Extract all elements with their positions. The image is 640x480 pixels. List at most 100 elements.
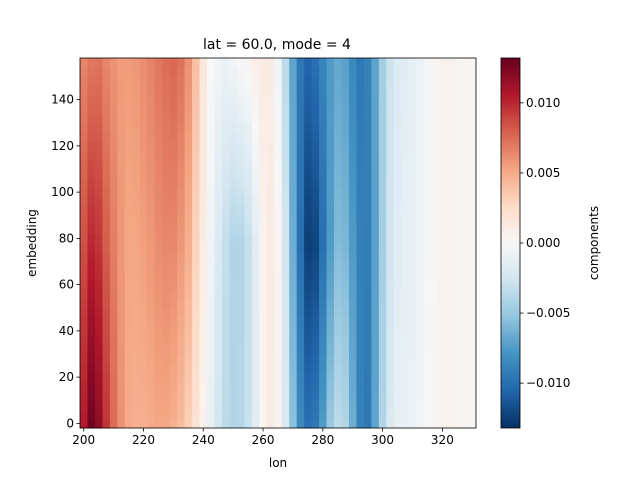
- heatmap-cell: [431, 261, 440, 272]
- heatmap-cell: [251, 400, 260, 410]
- heatmap-cell: [94, 289, 103, 299]
- heatmap-cell: [259, 178, 268, 188]
- heatmap-cell: [139, 317, 148, 327]
- heatmap-cell: [319, 418, 327, 429]
- heatmap-cell: [124, 418, 133, 429]
- heatmap-cell: [259, 344, 268, 355]
- heatmap-cell: [221, 243, 230, 253]
- heatmap-cell: [311, 141, 320, 151]
- heatmap-cell: [468, 215, 477, 225]
- heatmap-cell: [207, 233, 215, 244]
- heatmap-cell: [319, 224, 327, 235]
- heatmap-cell: [244, 233, 253, 244]
- heatmap-cell: [132, 372, 141, 383]
- heatmap-cell: [334, 58, 342, 68]
- heatmap-cell: [236, 95, 245, 105]
- heatmap-cell: [154, 261, 163, 272]
- heatmap-cell: [453, 233, 462, 244]
- heatmap-cell: [251, 122, 260, 133]
- heatmap-cell: [401, 363, 410, 373]
- heatmap-cell: [147, 252, 156, 262]
- heatmap-cell: [274, 400, 283, 410]
- heatmap-cell: [401, 215, 410, 225]
- heatmap-cell: [192, 409, 200, 420]
- heatmap-cell: [363, 233, 372, 244]
- heatmap-cell: [259, 270, 268, 281]
- heatmap-cell: [139, 132, 148, 142]
- heatmap-cell: [296, 178, 305, 188]
- heatmap-cell: [199, 233, 208, 244]
- heatmap-cell: [259, 224, 268, 235]
- heatmap-cell: [408, 85, 417, 96]
- heatmap-cell: [109, 335, 118, 346]
- heatmap-cell: [207, 372, 215, 383]
- heatmap-cell: [162, 169, 171, 179]
- heatmap-cell: [266, 363, 275, 373]
- heatmap-cell: [348, 215, 357, 225]
- heatmap-cell: [221, 409, 230, 420]
- heatmap-cell: [289, 372, 298, 383]
- heatmap-cell: [80, 381, 88, 392]
- heatmap-cell: [199, 400, 208, 410]
- heatmap-cell: [378, 261, 387, 272]
- heatmap-cell: [378, 58, 387, 68]
- heatmap-cell: [162, 132, 171, 142]
- heatmap-cell: [177, 141, 185, 151]
- heatmap-cell: [236, 409, 245, 420]
- heatmap-cell: [363, 363, 372, 373]
- heatmap-cell: [304, 307, 313, 318]
- heatmap-cell: [416, 372, 425, 383]
- heatmap-cell: [378, 391, 387, 401]
- heatmap-cell: [453, 280, 462, 290]
- heatmap-cell: [132, 113, 141, 124]
- heatmap-cell: [311, 400, 320, 410]
- heatmap-cell: [139, 122, 148, 133]
- heatmap-cell: [117, 261, 126, 272]
- heatmap-cell: [371, 261, 380, 272]
- heatmap-cell: [386, 298, 395, 309]
- heatmap-cell: [334, 270, 342, 281]
- heatmap-cell: [423, 76, 432, 87]
- heatmap-cell: [334, 159, 342, 170]
- heatmap-cell: [304, 159, 313, 170]
- heatmap-cell: [408, 159, 417, 170]
- heatmap-cell: [371, 58, 380, 68]
- heatmap-cell: [386, 391, 395, 401]
- heatmap-cell: [378, 122, 387, 133]
- heatmap-cell: [192, 150, 200, 161]
- heatmap-cell: [229, 326, 238, 336]
- heatmap-cell: [199, 289, 208, 299]
- heatmap-cell: [274, 67, 283, 77]
- heatmap-cell: [356, 169, 365, 179]
- heatmap-cell: [251, 187, 260, 198]
- heatmap-cell: [371, 141, 380, 151]
- heatmap-cell: [236, 178, 245, 188]
- heatmap-cell: [147, 58, 156, 68]
- heatmap-cell: [401, 206, 410, 216]
- heatmap-cell: [109, 270, 118, 281]
- heatmap-cell: [416, 391, 425, 401]
- heatmap-cell: [348, 122, 357, 133]
- heatmap-cell: [199, 122, 208, 133]
- heatmap-cell: [124, 196, 133, 207]
- heatmap-cell: [229, 344, 238, 355]
- heatmap-cell: [453, 159, 462, 170]
- heatmap-cell: [326, 159, 335, 170]
- heatmap-cell: [139, 58, 148, 68]
- heatmap-cell: [184, 335, 193, 346]
- heatmap-cell: [244, 187, 253, 198]
- heatmap-cell: [281, 178, 290, 188]
- heatmap-cell: [348, 307, 357, 318]
- heatmap-cell: [431, 67, 440, 77]
- heatmap-cell: [408, 317, 417, 327]
- heatmap-cell: [154, 187, 163, 198]
- heatmap-cell: [304, 150, 313, 161]
- heatmap-cell: [244, 298, 253, 309]
- heatmap-cell: [363, 307, 372, 318]
- heatmap-cell: [214, 76, 223, 87]
- heatmap-cell: [281, 95, 290, 105]
- heatmap-cell: [259, 409, 268, 420]
- heatmap-cell: [393, 104, 402, 114]
- heatmap-cell: [319, 104, 327, 114]
- heatmap-cell: [221, 132, 230, 142]
